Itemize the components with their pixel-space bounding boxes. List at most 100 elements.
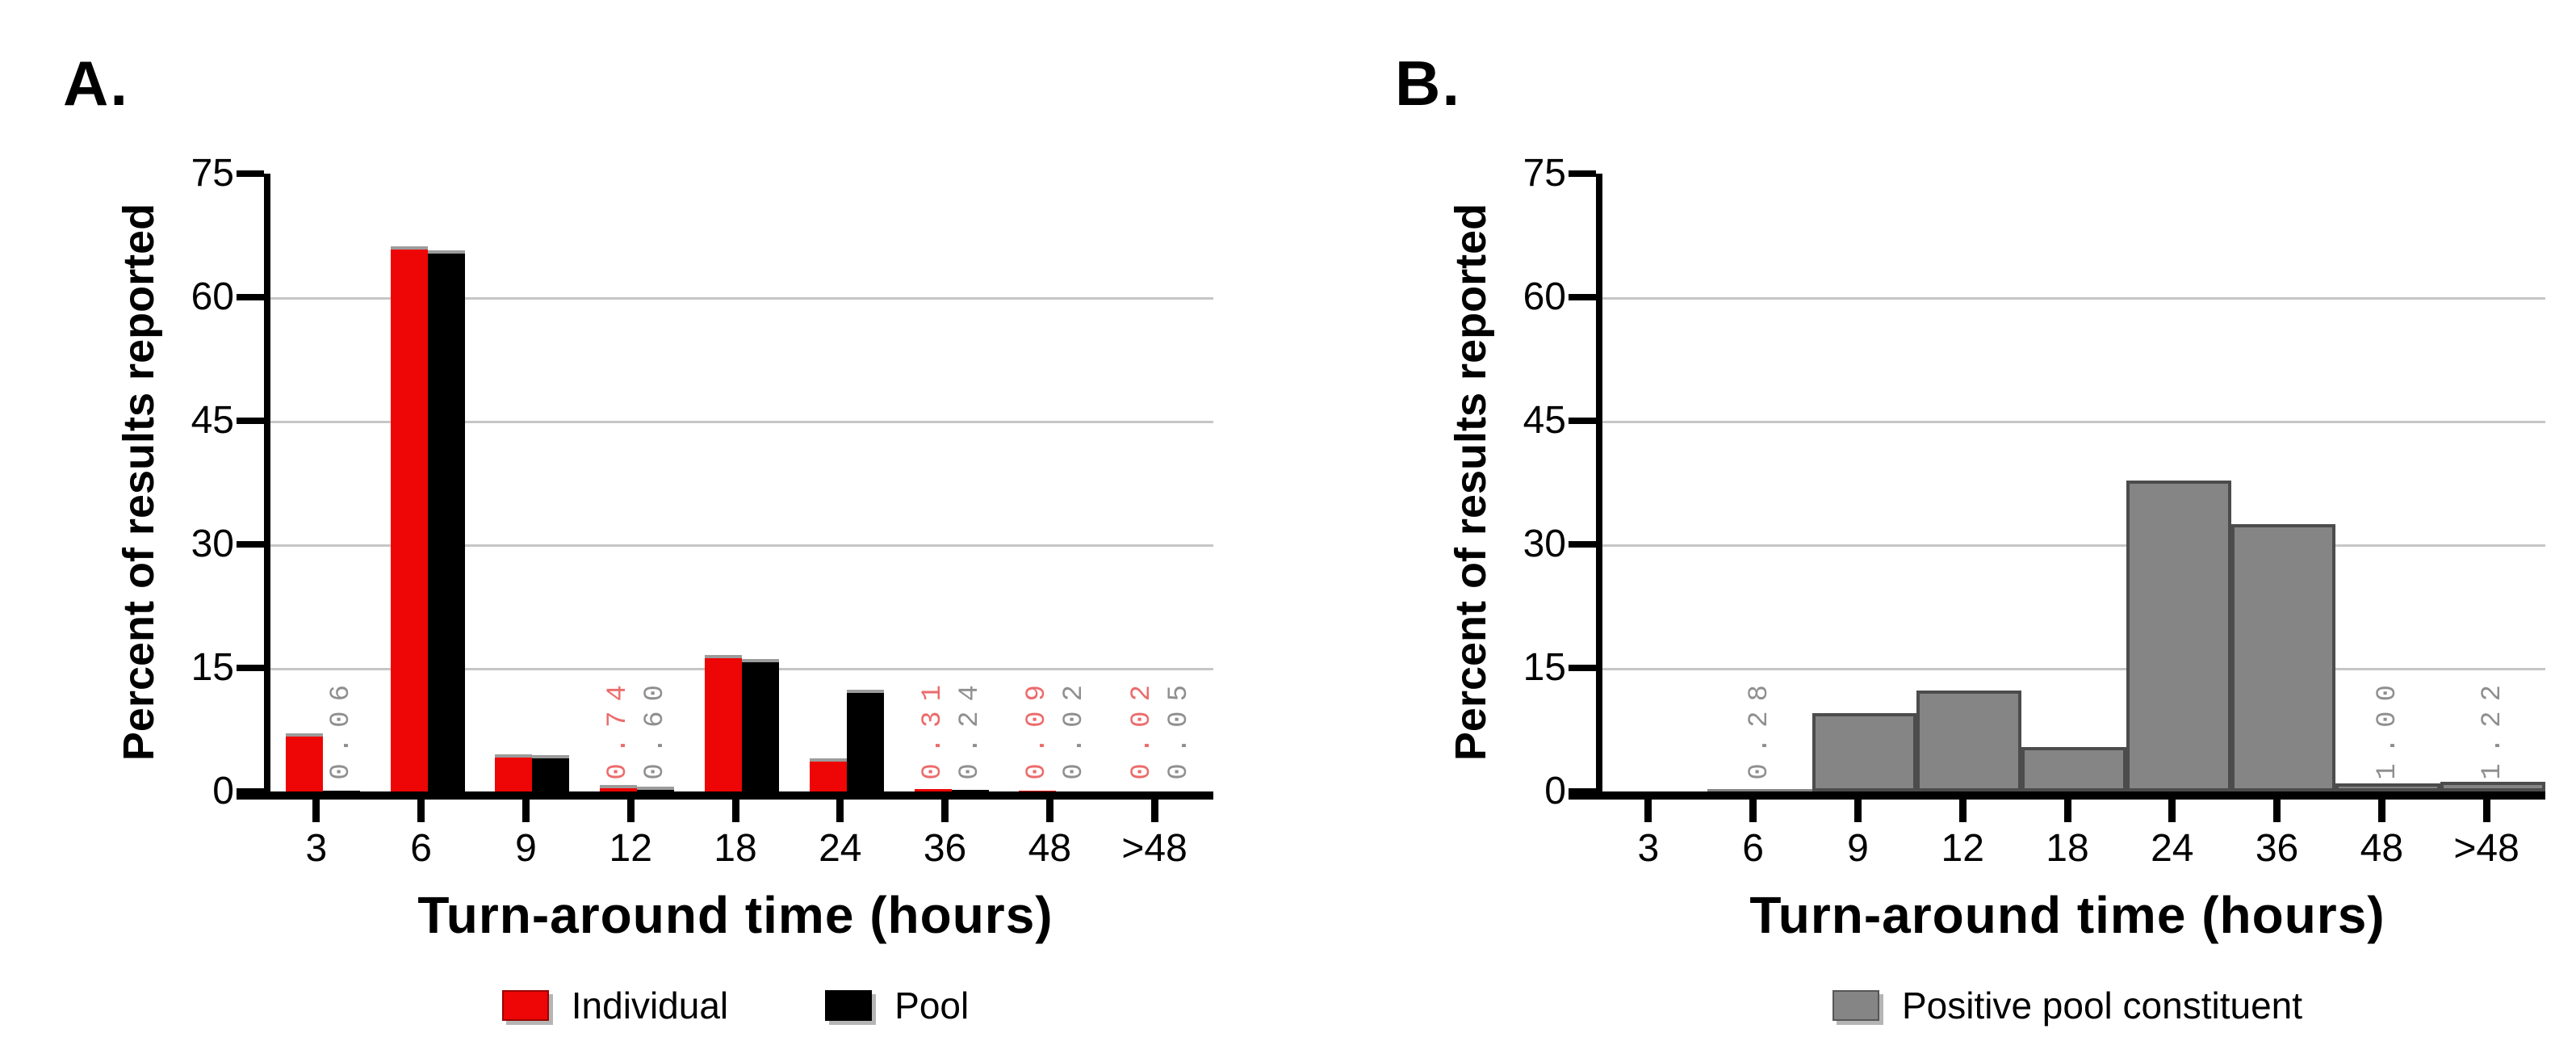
x-tick-label-12: 12 (609, 827, 652, 870)
y-tick-45 (1569, 418, 1596, 424)
x-tick-label-3: 3 (1637, 827, 1660, 870)
x-tick-9 (1853, 800, 1862, 822)
y-tick-0 (1569, 788, 1596, 795)
x-tick-label-36: 36 (923, 827, 967, 870)
y-tick-label-45: 45 (1523, 399, 1566, 442)
x-tick-label-18: 18 (714, 827, 757, 870)
y-tick-label-15: 15 (191, 646, 234, 689)
bar-individual-12 (600, 785, 638, 791)
value-label->48-1: 1.22 (2478, 675, 2509, 780)
value-label-48-2: 0.02 (1059, 675, 1091, 780)
y-tick-label-60: 60 (1523, 275, 1566, 318)
x-tick-3 (1644, 800, 1652, 822)
legend-item-label: Individual (571, 985, 729, 1027)
gridline-60 (270, 297, 1213, 300)
x-axis-title: Turn-around time (hours) (1749, 886, 2385, 944)
x-tick-12 (1958, 800, 1967, 822)
x-tick-label-6: 6 (410, 827, 432, 870)
value-label-48-1: 1.00 (2373, 675, 2404, 780)
y-tick-label-0: 0 (1544, 770, 1566, 812)
gridline-45 (1602, 421, 2545, 423)
x-tick-label-6: 6 (1742, 827, 1764, 870)
panel-b: B. Percent of results reported 0.28 1.00 1… (1332, 0, 2576, 1058)
y-tick-75 (237, 170, 264, 177)
bar-individual-24 (809, 758, 847, 791)
value-label-36-2: 0.24 (954, 675, 986, 780)
plot-area: 0.06 0.74 0.60 0.31 0.24 0.09 0.02 0.02 0.05 (264, 174, 1213, 791)
gridline-45 (270, 421, 1213, 423)
value-label-3-2: 0.06 (325, 675, 357, 780)
x-tick-18 (2063, 800, 2071, 822)
gridline-30 (270, 544, 1213, 547)
bar-pool-6 (427, 250, 465, 791)
x-axis-line (237, 791, 1213, 800)
x-tick-48 (1045, 800, 1053, 822)
y-tick-label-30: 30 (191, 523, 234, 565)
gridline-60 (1602, 297, 2545, 300)
legend-item-label: Positive pool constituent (1901, 985, 2303, 1027)
gridline-15 (1602, 668, 2545, 670)
gridline-30 (1602, 544, 2545, 547)
x-tick-label->48: >48 (2453, 827, 2519, 870)
x-tick-label-48: 48 (2360, 827, 2404, 870)
legend-item-label: Pool (894, 985, 970, 1027)
bar-positive-pool-constituent-48 (2335, 783, 2441, 791)
value-label-12-1: 0.74 (603, 675, 635, 780)
x-tick-36 (2273, 800, 2281, 822)
x-tick-label-24: 24 (819, 827, 862, 870)
x-tick-3 (312, 800, 320, 822)
value-label->48-1: 0.02 (1127, 675, 1158, 780)
x-tick->48 (1150, 800, 1158, 822)
y-tick-label-45: 45 (191, 399, 234, 442)
x-axis-title: Turn-around time (hours) (417, 886, 1053, 944)
x-tick-label->48: >48 (1121, 827, 1187, 870)
x-axis-line (1569, 791, 2545, 800)
y-tick-label-60: 60 (191, 275, 234, 318)
legend: Positive pool constituent (1596, 984, 2539, 1027)
value-label-6-1: 0.28 (1744, 675, 1775, 780)
y-tick-30 (1569, 541, 1596, 548)
bar-pool-36 (951, 789, 989, 791)
y-tick-label-15: 15 (1523, 646, 1566, 689)
x-tick->48 (2482, 800, 2490, 822)
y-tick-label-30: 30 (1523, 523, 1566, 565)
bar-positive-pool-constituent-6 (1707, 789, 1812, 791)
bar-individual-18 (705, 654, 742, 791)
x-tick-label-36: 36 (2255, 827, 2299, 870)
value-label-48-1: 0.09 (1022, 675, 1053, 780)
bar-pool-9 (532, 755, 570, 791)
y-tick-75 (1569, 170, 1596, 177)
bar-positive-pool-constituent->48 (2440, 781, 2545, 791)
legend-item: Positive pool constituent (1832, 984, 2303, 1027)
x-tick-24 (2168, 800, 2176, 822)
bar-individual-6 (390, 246, 428, 791)
legend: Individual Pool (264, 984, 1207, 1027)
bar-positive-pool-constituent-18 (2021, 746, 2126, 791)
bar-positive-pool-constituent-12 (1916, 690, 2022, 791)
x-tick-48 (2377, 800, 2385, 822)
y-tick-15 (1569, 665, 1596, 671)
bar-pool-24 (846, 689, 884, 791)
y-tick-60 (237, 294, 264, 300)
legend-swatch-positive-pool-constituent (1832, 990, 1879, 1021)
bar-positive-pool-constituent-9 (1812, 713, 1917, 791)
x-tick-36 (941, 800, 949, 822)
x-tick-label-3: 3 (305, 827, 328, 870)
bar-positive-pool-constituent-36 (2230, 523, 2336, 791)
bar-individual-3 (285, 733, 323, 791)
x-tick-label-12: 12 (1941, 827, 1984, 870)
y-tick-15 (237, 665, 264, 671)
value-label->48-2: 0.05 (1164, 675, 1196, 780)
value-label-36-1: 0.31 (917, 675, 949, 780)
bar-positive-pool-constituent-24 (2126, 481, 2231, 791)
x-tick-label-9: 9 (515, 827, 537, 870)
x-tick-18 (731, 800, 739, 822)
legend-item: Individual (501, 984, 729, 1027)
panel-b-letter: B. (1395, 48, 1461, 119)
plot-area: 0.28 1.00 1.22 (1596, 174, 2545, 791)
x-tick-label-24: 24 (2151, 827, 2194, 870)
panel-a: A. Percent of results reported 0.06 0.74 0… (0, 0, 1244, 1058)
x-tick-label-9: 9 (1847, 827, 1869, 870)
legend-swatch-pool (825, 990, 873, 1021)
